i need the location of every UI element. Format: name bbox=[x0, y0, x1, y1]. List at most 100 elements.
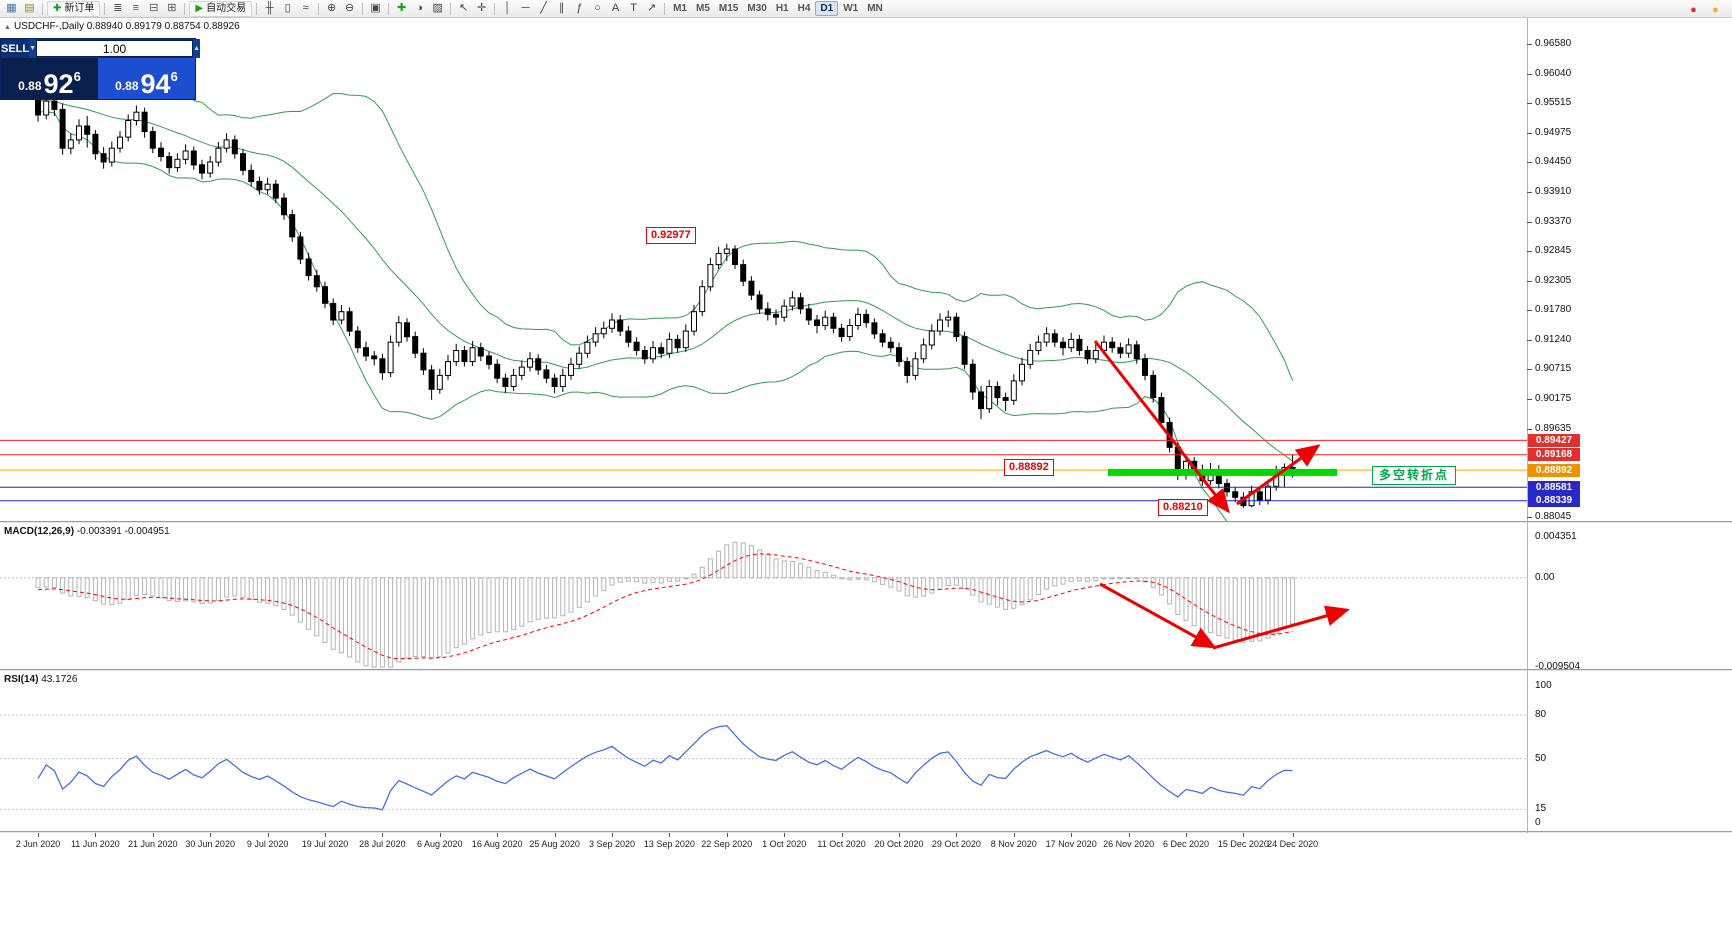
new-order-button[interactable]: ✚ 新订单 bbox=[47, 0, 101, 17]
time-tick-mark bbox=[267, 833, 269, 837]
time-tick-mark bbox=[784, 833, 786, 837]
time-tick-mark bbox=[612, 833, 613, 837]
symbol-ohlc-text: USDCHF-,Daily 0.88940 0.89179 0.88754 0.… bbox=[13, 21, 240, 32]
price-tick-label: 0.93370 bbox=[1535, 215, 1572, 227]
time-tick-mark bbox=[1128, 833, 1130, 837]
sell-price-button[interactable]: 0.88 92 6 bbox=[1, 58, 98, 99]
vertical-line-icon[interactable]: │ bbox=[504, 2, 512, 14]
macd-indicator-label: MACD(12,26,9) -0.003391 -0.004951 bbox=[4, 526, 170, 537]
price-tick-label: 0.89635 bbox=[1535, 422, 1572, 434]
time-tick-mark bbox=[841, 833, 843, 837]
community-icon[interactable]: ● bbox=[1690, 3, 1697, 16]
bar-chart-icon[interactable]: ╫ bbox=[265, 2, 274, 14]
fibonacci-icon[interactable]: ƒ bbox=[576, 2, 583, 14]
alerts-icon[interactable]: ● bbox=[1712, 3, 1719, 16]
time-tick-mark bbox=[152, 833, 154, 837]
volume-input[interactable] bbox=[36, 40, 194, 57]
candles-layer bbox=[35, 86, 1296, 508]
axis-separator bbox=[1527, 18, 1528, 833]
candlestick-icon[interactable]: ▯ bbox=[284, 2, 291, 14]
timeframe-m15[interactable]: M15 bbox=[718, 2, 739, 14]
pane-separator[interactable] bbox=[0, 831, 1732, 833]
macd-histogram bbox=[35, 541, 1296, 668]
pane-separator[interactable] bbox=[0, 521, 1732, 523]
support-zone[interactable] bbox=[1108, 468, 1337, 476]
templates-icon[interactable]: ▨ bbox=[432, 2, 443, 14]
timeframe-m5[interactable]: M5 bbox=[696, 2, 710, 14]
buy-price-button[interactable]: 0.88 94 6 bbox=[98, 58, 195, 99]
widget-expander-icon[interactable]: ▲ bbox=[4, 24, 11, 31]
buy-button[interactable]: BUY bbox=[200, 42, 224, 55]
time-tick-mark bbox=[1292, 833, 1294, 837]
horizontal-line-icon[interactable]: ─ bbox=[521, 2, 530, 14]
shapes-icon[interactable]: ○ bbox=[594, 2, 601, 14]
indicators-icon[interactable]: ✚ bbox=[396, 2, 407, 14]
profiles-icon[interactable]: ▤ bbox=[24, 2, 35, 14]
timeframe-w1[interactable]: W1 bbox=[843, 2, 859, 14]
volume-decrease-button[interactable]: ▼ bbox=[29, 39, 37, 58]
volume-increase-button[interactable]: ▲ bbox=[193, 39, 200, 58]
price-tick-label: 0.96580 bbox=[1535, 38, 1572, 49]
macd-values: -0.003391 -0.004951 bbox=[76, 526, 170, 537]
time-label: 1 Oct 2020 bbox=[762, 839, 807, 849]
price-tag: 0.89427 bbox=[1528, 433, 1580, 447]
trendline-icon[interactable]: ╱ bbox=[540, 2, 547, 14]
macd-signal-line bbox=[37, 553, 1293, 660]
trend-arrow[interactable] bbox=[1099, 582, 1217, 649]
symbol-ohlc-line: ▲ USDCHF-,Daily 0.88940 0.89179 0.88754 0… bbox=[4, 21, 240, 32]
tile-windows-icon[interactable]: ▣ bbox=[370, 2, 381, 14]
crosshair-icon[interactable]: ✛ bbox=[476, 2, 487, 14]
time-tick-mark bbox=[899, 833, 900, 837]
macd-pane-canvas[interactable] bbox=[0, 523, 1527, 669]
timeframe-m1[interactable]: M1 bbox=[673, 2, 687, 14]
zoom-out-icon[interactable]: ⊖ bbox=[344, 2, 355, 14]
rsi-level-label: 15 bbox=[1535, 803, 1547, 815]
toolbar-separator bbox=[104, 2, 106, 15]
trend-arrow[interactable] bbox=[1212, 605, 1350, 650]
rsi-level-label: 50 bbox=[1535, 752, 1547, 764]
text-icon[interactable]: A bbox=[611, 2, 620, 14]
timeframe-m30[interactable]: M30 bbox=[747, 2, 767, 14]
time-axis[interactable]: 2 Jun 2020 11 Jun 2020 21 Jun 2020 30 Jun 2… bbox=[0, 833, 1732, 858]
timeframe-h1[interactable]: H1 bbox=[775, 2, 789, 14]
line-chart-icon[interactable]: ≈ bbox=[302, 2, 309, 14]
new-chart-icon[interactable]: ▦ bbox=[6, 2, 17, 14]
rsi-indicator-label: RSI(14) 43.1726 bbox=[4, 674, 78, 685]
time-label: 25 Aug 2020 bbox=[529, 839, 580, 849]
rsi-value: 43.1726 bbox=[41, 674, 78, 685]
timeframe-h4[interactable]: H4 bbox=[797, 2, 811, 14]
timeframe-mn[interactable]: MN bbox=[867, 2, 883, 14]
sell-button[interactable]: SELL bbox=[1, 42, 30, 55]
timeframe-d1[interactable]: D1 bbox=[815, 1, 839, 16]
terminal-icon[interactable]: ⊞ bbox=[167, 2, 177, 14]
period-icon[interactable]: ◑ bbox=[416, 2, 423, 14]
zoom-in-icon[interactable]: ⊕ bbox=[326, 2, 337, 14]
cursor-icon[interactable]: ↖ bbox=[458, 2, 469, 14]
time-label: 13 Sep 2020 bbox=[643, 839, 695, 849]
main-toolbar: ▦ ▤ ✚ 新订单 ≣ ≡ ⊟ ⊞ ▶ 自动交易 ╫ ▯ ≈ ⊕ ⊖ ▣ ✚ ◑ ▨ ↖ ✛ │ ─ ╱ ∥ ƒ ○ A T ↗ M1 M5 M… bbox=[0, 0, 1732, 18]
trend-arrow[interactable] bbox=[1093, 340, 1230, 514]
time-label: 28 Jul 2020 bbox=[359, 839, 406, 849]
time-tick-mark bbox=[439, 833, 441, 837]
rsi-pane-canvas[interactable] bbox=[0, 671, 1527, 831]
market-watch-icon[interactable]: ≣ bbox=[113, 2, 123, 14]
trend-arrow[interactable] bbox=[1236, 444, 1321, 506]
time-tick-mark bbox=[95, 833, 97, 837]
auto-trading-button[interactable]: ▶ 自动交易 bbox=[189, 0, 253, 17]
price-tick-label: 0.93910 bbox=[1535, 185, 1572, 197]
pane-separator[interactable] bbox=[0, 669, 1732, 671]
channel-icon[interactable]: ∥ bbox=[558, 2, 565, 14]
time-label: 21 Jun 2020 bbox=[128, 839, 178, 849]
time-tick-mark bbox=[1013, 833, 1015, 837]
price-tick-label: 0.91780 bbox=[1535, 304, 1572, 315]
time-label: 26 Nov 2020 bbox=[1103, 839, 1155, 849]
data-window-icon[interactable]: ≡ bbox=[132, 2, 140, 14]
label-icon[interactable]: T bbox=[630, 2, 637, 14]
navigator-icon[interactable]: ⊟ bbox=[149, 2, 159, 14]
price-tag: 0.88581 bbox=[1528, 480, 1580, 494]
rsi-line bbox=[37, 725, 1293, 811]
arrows-icon[interactable]: ↗ bbox=[646, 2, 657, 14]
time-tick-mark bbox=[726, 833, 728, 837]
sell-price-prefix: 0.88 bbox=[18, 79, 42, 93]
price-chart-canvas[interactable] bbox=[0, 18, 1527, 521]
